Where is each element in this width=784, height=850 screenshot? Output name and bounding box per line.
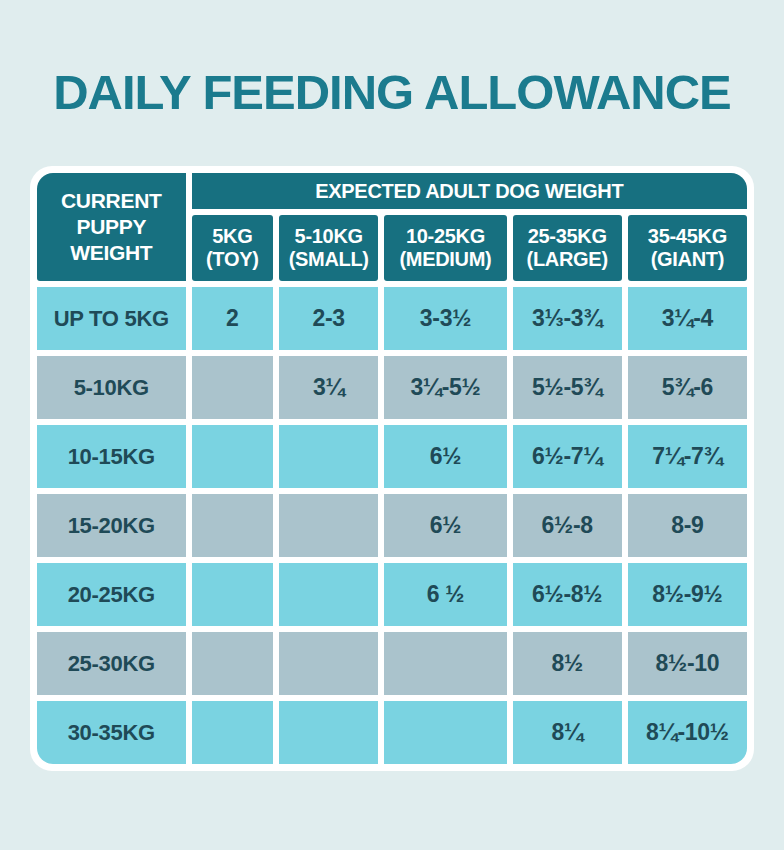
value-cell: 7¼-7¾	[628, 425, 747, 488]
value-cell	[192, 563, 273, 626]
value-cell: 3¼	[279, 356, 378, 419]
value-cell: 3⅓-3¾	[513, 287, 622, 350]
value-cell	[192, 701, 273, 764]
value-cell: 6½-7¼	[513, 425, 622, 488]
value-cell: 2-3	[279, 287, 378, 350]
value-cell	[279, 494, 378, 557]
value-cell	[384, 701, 506, 764]
value-cell	[279, 632, 378, 695]
corner-header-cell: CURRENT PUPPY WEIGHT	[37, 173, 186, 281]
column-header-label: 10-25KG	[406, 225, 485, 248]
value-cell: 8½-10	[628, 632, 747, 695]
column-header-label: 5-10KG	[295, 225, 363, 248]
column-header-label: 25-35KG	[528, 225, 607, 248]
feeding-grid: CURRENT PUPPY WEIGHT EXPECTED ADULT DOG …	[37, 173, 747, 764]
value-cell: 3¼-4	[628, 287, 747, 350]
row-label-cell: UP TO 5KG	[37, 287, 186, 350]
column-header-sublabel: (LARGE)	[527, 248, 608, 271]
value-cell: 8½-9½	[628, 563, 747, 626]
value-cell: 6½	[384, 425, 506, 488]
column-header-large: 25-35KG (LARGE)	[513, 215, 622, 281]
column-header-sublabel: (MEDIUM)	[399, 248, 491, 271]
column-header-sublabel: (TOY)	[206, 248, 259, 271]
column-header-toy: 5KG (TOY)	[192, 215, 273, 281]
row-label-cell: 5-10KG	[37, 356, 186, 419]
row-label-cell: 30-35KG	[37, 701, 186, 764]
value-cell: 3-3½	[384, 287, 506, 350]
column-header-small: 5-10KG (SMALL)	[279, 215, 378, 281]
value-cell: 6 ½	[384, 563, 506, 626]
column-header-sublabel: (SMALL)	[289, 248, 369, 271]
column-header-sublabel: (GIANT)	[651, 248, 724, 271]
value-cell	[279, 701, 378, 764]
row-label-cell: 15-20KG	[37, 494, 186, 557]
group-header-cell: EXPECTED ADULT DOG WEIGHT	[192, 173, 747, 209]
value-cell	[192, 494, 273, 557]
value-cell: 8-9	[628, 494, 747, 557]
column-header-giant: 35-45KG (GIANT)	[628, 215, 747, 281]
value-cell: 6½	[384, 494, 506, 557]
value-cell: 2	[192, 287, 273, 350]
column-header-medium: 10-25KG (MEDIUM)	[384, 215, 506, 281]
value-cell	[384, 632, 506, 695]
value-cell: 8¼	[513, 701, 622, 764]
value-cell: 6½-8½	[513, 563, 622, 626]
value-cell	[192, 425, 273, 488]
value-cell: 8½	[513, 632, 622, 695]
row-label-cell: 10-15KG	[37, 425, 186, 488]
page-title: DAILY FEEDING ALLOWANCE	[0, 0, 784, 130]
value-cell: 3¼-5½	[384, 356, 506, 419]
row-label-cell: 20-25KG	[37, 563, 186, 626]
value-cell: 5¾-6	[628, 356, 747, 419]
column-header-label: 5KG	[212, 225, 252, 248]
row-label-cell: 25-30KG	[37, 632, 186, 695]
value-cell	[279, 425, 378, 488]
value-cell	[192, 356, 273, 419]
value-cell: 6½-8	[513, 494, 622, 557]
value-cell	[192, 632, 273, 695]
column-header-label: 35-45KG	[648, 225, 727, 248]
feeding-table-card: CURRENT PUPPY WEIGHT EXPECTED ADULT DOG …	[30, 166, 754, 771]
value-cell: 8¼-10½	[628, 701, 747, 764]
value-cell	[279, 563, 378, 626]
value-cell: 5½-5¾	[513, 356, 622, 419]
